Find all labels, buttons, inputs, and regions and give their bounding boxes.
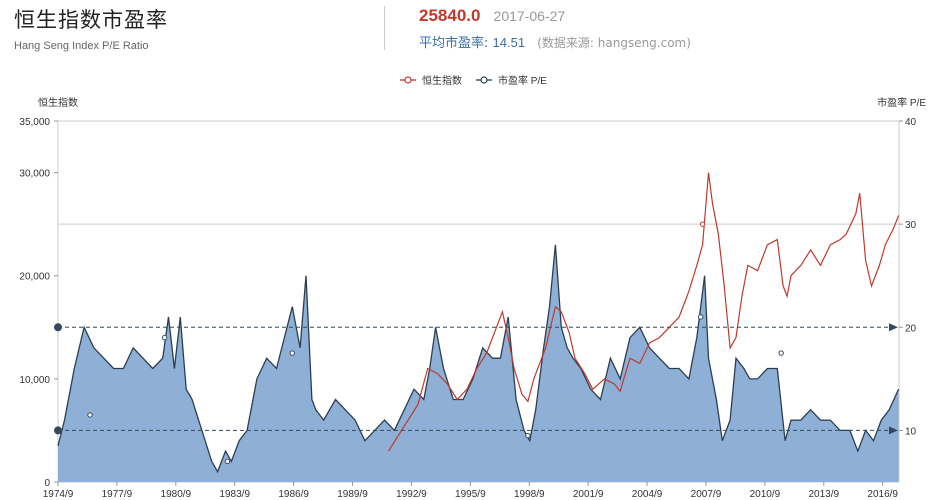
pe-marker (525, 432, 531, 439)
x-tick-label: 1992/9 (396, 489, 427, 500)
y-right-tick-label: 30 (905, 220, 917, 231)
pe-marker (697, 314, 704, 320)
page-title: 恒生指数市盈率 (14, 8, 168, 32)
x-tick-label: 1980/9 (161, 489, 192, 500)
y-right-tick-label: 40 (905, 117, 917, 128)
pe-marker (87, 412, 93, 418)
page-subtitle: Hang Seng Index P/E Ratio (14, 40, 149, 52)
header-divider (384, 6, 385, 50)
x-tick-label: 1989/9 (337, 489, 368, 500)
reference-arrow-icon (889, 323, 898, 332)
title-block: 恒生指数市盈率 Hang Seng Index P/E Ratio (14, 4, 168, 52)
pe-marker (224, 458, 231, 465)
y-left-tick-label: 20,000 (19, 272, 50, 283)
avg-pe-label: 平均市盈率: (419, 36, 489, 51)
reference-arrow-icon (889, 426, 898, 435)
y-left-tick-label: 0 (44, 478, 50, 489)
legend-item-pe-icon (480, 76, 488, 84)
x-tick-label: 1983/9 (219, 489, 250, 500)
avg-pe-value: 14.51 (492, 35, 526, 50)
legend-item-index-icon (404, 76, 412, 84)
quote-date: 2017-06-27 (493, 8, 566, 24)
x-tick-label: 1995/9 (455, 489, 486, 500)
pe-marker (54, 323, 62, 332)
y-left-axis-title: 恒生指数 (38, 96, 78, 109)
x-tick-label: 1974/9 (43, 489, 74, 500)
x-tick-label: 2007/9 (691, 489, 722, 500)
legend-item-index-label: 恒生指数 (422, 74, 462, 87)
quote-block: 25840.0 2017-06-27 平均市盈率: 14.51 (数据来源: h… (419, 6, 691, 51)
data-source: (数据来源: hangseng.com) (537, 36, 691, 50)
pe-series-line (57, 244, 900, 474)
x-tick-label: 2004/9 (632, 489, 663, 500)
pe-marker (161, 334, 168, 341)
x-tick-label: 2001/9 (573, 489, 604, 500)
y-left-tick-label: 10,000 (19, 375, 50, 386)
y-right-tick-label: 20 (905, 323, 917, 334)
pe-marker (54, 426, 62, 435)
x-tick-label: 1977/9 (102, 489, 133, 500)
x-tick-label: 2013/9 (808, 489, 839, 500)
x-tick-label: 2016/9 (867, 489, 898, 500)
index-marker (699, 221, 706, 227)
y-left-tick-label: 35,000 (19, 117, 50, 128)
x-tick-label: 2010/9 (750, 489, 781, 500)
x-tick-label: 1998/9 (514, 489, 545, 500)
y-right-tick-label: 10 (905, 426, 917, 437)
y-left-tick-label: 30,000 (19, 169, 50, 180)
y-right-axis-title: 市盈率 P/E (877, 96, 926, 109)
legend-item-pe-label: 市盈率 P/E (498, 74, 547, 87)
pe-marker (778, 350, 784, 356)
x-tick-label: 1986/9 (278, 489, 309, 500)
index-price: 25840.0 (419, 6, 481, 25)
chart-legend[interactable]: 恒生指数 市盈率 P/E (400, 74, 547, 87)
pe-marker (289, 350, 295, 356)
